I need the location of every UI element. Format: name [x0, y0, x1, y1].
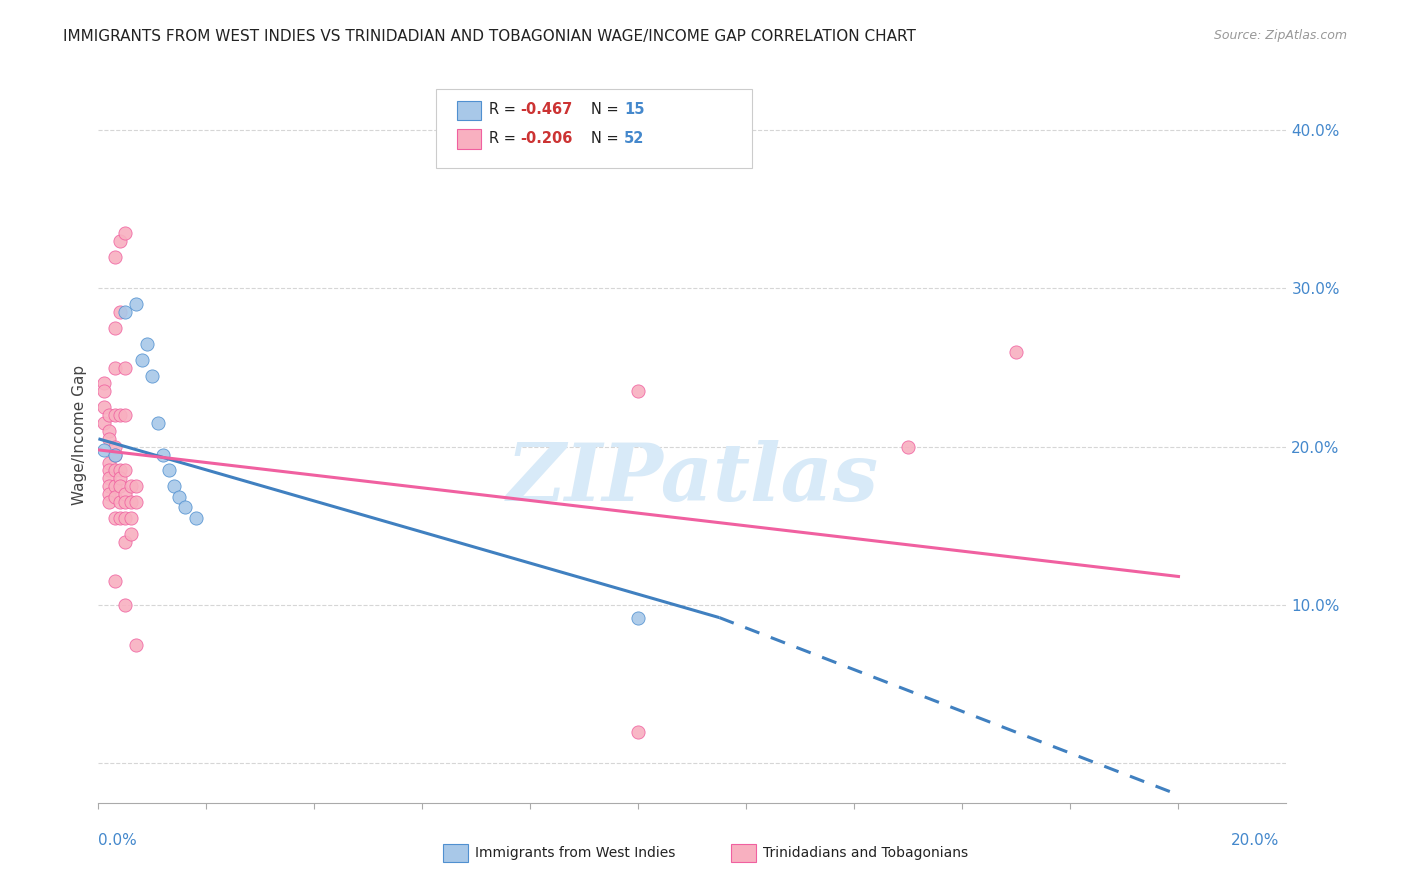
Point	[98, 495, 121, 509]
Point	[627, 384, 650, 399]
Point	[98, 471, 121, 485]
Point	[98, 424, 121, 438]
Point	[104, 463, 127, 477]
Point	[104, 360, 127, 375]
Point	[114, 511, 136, 525]
Point	[108, 511, 131, 525]
Point	[120, 511, 142, 525]
Point	[98, 408, 121, 422]
Point	[98, 432, 121, 446]
Point	[98, 479, 121, 493]
Point	[627, 610, 650, 624]
Point	[104, 440, 127, 454]
Point	[108, 471, 131, 485]
Text: N =: N =	[591, 103, 623, 117]
Text: 20.0%: 20.0%	[1232, 833, 1279, 847]
Point	[141, 368, 163, 383]
Y-axis label: Wage/Income Gap: Wage/Income Gap	[72, 365, 87, 505]
Point	[108, 479, 131, 493]
Point	[93, 416, 115, 430]
Point	[114, 305, 136, 319]
Point	[1005, 344, 1028, 359]
Text: N =: N =	[591, 131, 623, 145]
Point	[114, 598, 136, 612]
Point	[627, 724, 650, 739]
Point	[120, 495, 142, 509]
Text: ZIPatlas: ZIPatlas	[506, 441, 879, 517]
Text: -0.467: -0.467	[520, 103, 572, 117]
Text: R =: R =	[489, 103, 520, 117]
Point	[108, 463, 131, 477]
Point	[169, 491, 191, 505]
Point	[114, 463, 136, 477]
Point	[93, 384, 115, 399]
Point	[104, 574, 127, 589]
Point	[93, 400, 115, 414]
Point	[114, 495, 136, 509]
Text: 0.0%: 0.0%	[98, 833, 138, 847]
Text: -0.206: -0.206	[520, 131, 572, 145]
Point	[98, 456, 121, 470]
Text: Trinidadians and Tobagonians: Trinidadians and Tobagonians	[763, 846, 969, 860]
Point	[125, 297, 148, 311]
Point	[131, 352, 153, 367]
Point	[108, 408, 131, 422]
Point	[108, 234, 131, 248]
Point	[152, 448, 174, 462]
Point	[104, 408, 127, 422]
Point	[114, 226, 136, 240]
Point	[104, 250, 127, 264]
Point	[114, 487, 136, 501]
Point	[98, 487, 121, 501]
Text: R =: R =	[489, 131, 520, 145]
Point	[173, 500, 195, 514]
Text: Immigrants from West Indies: Immigrants from West Indies	[475, 846, 676, 860]
Text: Source: ZipAtlas.com: Source: ZipAtlas.com	[1213, 29, 1347, 42]
Point	[125, 638, 148, 652]
Point	[104, 321, 127, 335]
Point	[125, 495, 148, 509]
Point	[897, 440, 920, 454]
Point	[104, 448, 127, 462]
Text: IMMIGRANTS FROM WEST INDIES VS TRINIDADIAN AND TOBAGONIAN WAGE/INCOME GAP CORREL: IMMIGRANTS FROM WEST INDIES VS TRINIDADI…	[63, 29, 917, 44]
Point	[120, 526, 142, 541]
Text: 52: 52	[624, 131, 644, 145]
Point	[104, 511, 127, 525]
Point	[114, 534, 136, 549]
Point	[93, 442, 115, 457]
Text: 15: 15	[624, 103, 645, 117]
Point	[104, 479, 127, 493]
Point	[125, 479, 148, 493]
Point	[104, 448, 127, 462]
Point	[104, 491, 127, 505]
Point	[136, 336, 159, 351]
Point	[108, 305, 131, 319]
Point	[163, 479, 186, 493]
Point	[93, 376, 115, 391]
Point	[157, 463, 180, 477]
Point	[108, 495, 131, 509]
Point	[184, 511, 207, 525]
Point	[98, 463, 121, 477]
Point	[114, 360, 136, 375]
Point	[120, 479, 142, 493]
Point	[146, 416, 169, 430]
Point	[114, 408, 136, 422]
